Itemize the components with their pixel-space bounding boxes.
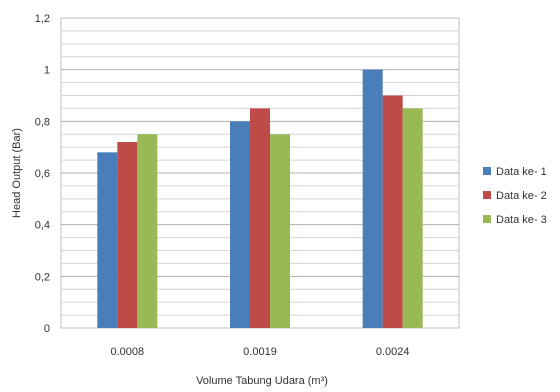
x-tick-label: 0.0019 [243, 346, 277, 358]
legend-swatch [483, 191, 491, 199]
bar-0.0024-series-2 [382, 95, 403, 328]
y-axis-ticks: 0 0,2 0,4 0,6 0,8 1 1,2 [35, 13, 50, 335]
x-tick-label: 0.0008 [111, 346, 145, 358]
bar-0.0024-series-1 [362, 69, 383, 329]
y-tick-label: 0,6 [35, 168, 50, 180]
bar-0.0019-series-3 [270, 134, 290, 328]
y-tick-label: 1,2 [35, 13, 50, 25]
bars-group [97, 69, 423, 329]
legend-label: Data ke- 3 [496, 214, 547, 226]
legend-swatch [483, 167, 491, 175]
bar-0.0019-series-2 [250, 108, 270, 329]
y-tick-label: 0 [44, 323, 50, 335]
x-tick-label: 0.0024 [376, 346, 410, 358]
bar-0.0019-series-1 [230, 121, 250, 328]
legend-label: Data ke- 2 [496, 190, 547, 202]
bar-0.0008-series-1 [97, 152, 118, 328]
x-axis-title: Volume Tabung Udara (m³) [196, 375, 328, 387]
legend: Data ke- 1 Data ke- 2 Data ke- 3 [483, 166, 547, 226]
y-tick-label: 1 [44, 65, 50, 77]
x-axis-ticks: 0.0008 0.0019 0.0024 [111, 346, 410, 358]
legend-label: Data ke- 1 [496, 166, 547, 178]
y-axis-title: Head Output (Bar) [11, 128, 23, 218]
legend-swatch [483, 215, 491, 223]
y-tick-label: 0,8 [35, 116, 50, 128]
bar-0.0008-series-2 [117, 142, 138, 328]
y-tick-label: 0,2 [35, 271, 50, 283]
bar-0.0024-series-3 [402, 108, 423, 329]
bar-0.0008-series-3 [137, 134, 158, 328]
y-tick-label: 0,4 [35, 220, 50, 232]
